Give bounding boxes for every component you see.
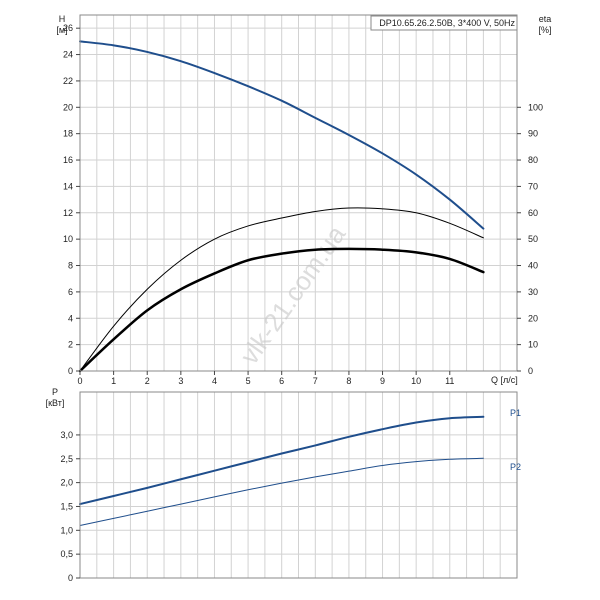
q-tick-label: 7 — [313, 376, 318, 386]
eta-tick-label: 40 — [528, 261, 538, 271]
h-tick-label: 0 — [68, 366, 73, 376]
q-axis-label: Q [л/с] — [491, 375, 518, 385]
chart-title: DP10.65.26.2.50B, 3*400 V, 50Hz — [379, 18, 515, 28]
series-label-p1: P1 — [510, 408, 521, 418]
h-tick-label: 14 — [63, 181, 73, 191]
eta-tick-label: 0 — [528, 366, 533, 376]
h-tick-label: 26 — [63, 23, 73, 33]
h-tick-label: 22 — [63, 76, 73, 86]
h-axis-name: H — [59, 14, 66, 24]
q-tick-label: 3 — [178, 376, 183, 386]
bottom-plot-frame — [79, 391, 518, 579]
bottom-curves — [79, 415, 485, 527]
h-tick-label: 24 — [63, 50, 73, 60]
q-tick-label: 2 — [145, 376, 150, 386]
eta-tick-label: 90 — [528, 129, 538, 139]
eta-tick-label: 80 — [528, 155, 538, 165]
eta-tick-label: 30 — [528, 287, 538, 297]
q-tick-label: 1 — [111, 376, 116, 386]
p-axis-unit: [кВт] — [46, 398, 65, 408]
q-tick-label: 4 — [212, 376, 217, 386]
p2-curve — [79, 457, 484, 527]
head-curve — [79, 40, 485, 230]
p1-curve — [79, 415, 485, 506]
top-plot-frame — [79, 14, 518, 372]
p-tick-label: 2,5 — [60, 454, 73, 464]
h-tick-label: 2 — [68, 340, 73, 350]
p-tick-label: 0,5 — [60, 549, 73, 559]
p-tick-label: 3,0 — [60, 430, 73, 440]
bottom-grid — [80, 392, 517, 579]
eta-tick-label: 100 — [528, 102, 543, 112]
top-right-ticks: 0 10 20 30 40 50 60 70 80 90 100 — [517, 102, 543, 376]
eta-tick-label: 70 — [528, 181, 538, 191]
q-tick-label: 8 — [346, 376, 351, 386]
h-tick-label: 20 — [63, 102, 73, 112]
top-grid — [80, 15, 517, 372]
top-curves — [78, 40, 485, 373]
h-tick-label: 10 — [63, 234, 73, 244]
eta-tick-label: 20 — [528, 313, 538, 323]
h-tick-label: 16 — [63, 155, 73, 165]
top-x-ticks: 0 1 2 3 4 5 6 7 8 9 10 11 — [77, 371, 454, 386]
efficiency-curve-thin — [79, 207, 484, 372]
h-tick-label: 12 — [63, 208, 73, 218]
p-tick-label: 2,0 — [60, 478, 73, 488]
h-axis-unit: [м] — [56, 25, 67, 35]
p-tick-label: 1,5 — [60, 501, 73, 511]
h-tick-label: 18 — [63, 129, 73, 139]
q-tick-label: 5 — [246, 376, 251, 386]
series-label-p2: P2 — [510, 462, 521, 472]
title-box — [370, 15, 518, 31]
eta-axis-name: eta — [539, 14, 552, 24]
eta-tick-label: 50 — [528, 234, 538, 244]
q-tick-label: 6 — [279, 376, 284, 386]
q-tick-label: 10 — [411, 376, 421, 386]
efficiency-curve-thick — [78, 247, 485, 373]
eta-tick-label: 60 — [528, 208, 538, 218]
q-tick-label: 11 — [445, 376, 454, 386]
watermark: vlk-21.com.ua — [234, 220, 352, 370]
p-axis-name: P — [52, 387, 58, 397]
bottom-left-ticks: 0 0,5 1,0 1,5 2,0 2,5 3,0 — [60, 430, 80, 583]
h-tick-label: 8 — [68, 261, 73, 271]
q-tick-label: 0 — [77, 376, 82, 386]
eta-tick-label: 10 — [528, 340, 538, 350]
h-tick-label: 4 — [68, 313, 73, 323]
p-tick-label: 0 — [68, 573, 73, 583]
eta-axis-unit: [%] — [538, 25, 551, 35]
q-tick-label: 9 — [380, 376, 385, 386]
h-tick-label: 6 — [68, 287, 73, 297]
p-tick-label: 1,0 — [60, 525, 73, 535]
